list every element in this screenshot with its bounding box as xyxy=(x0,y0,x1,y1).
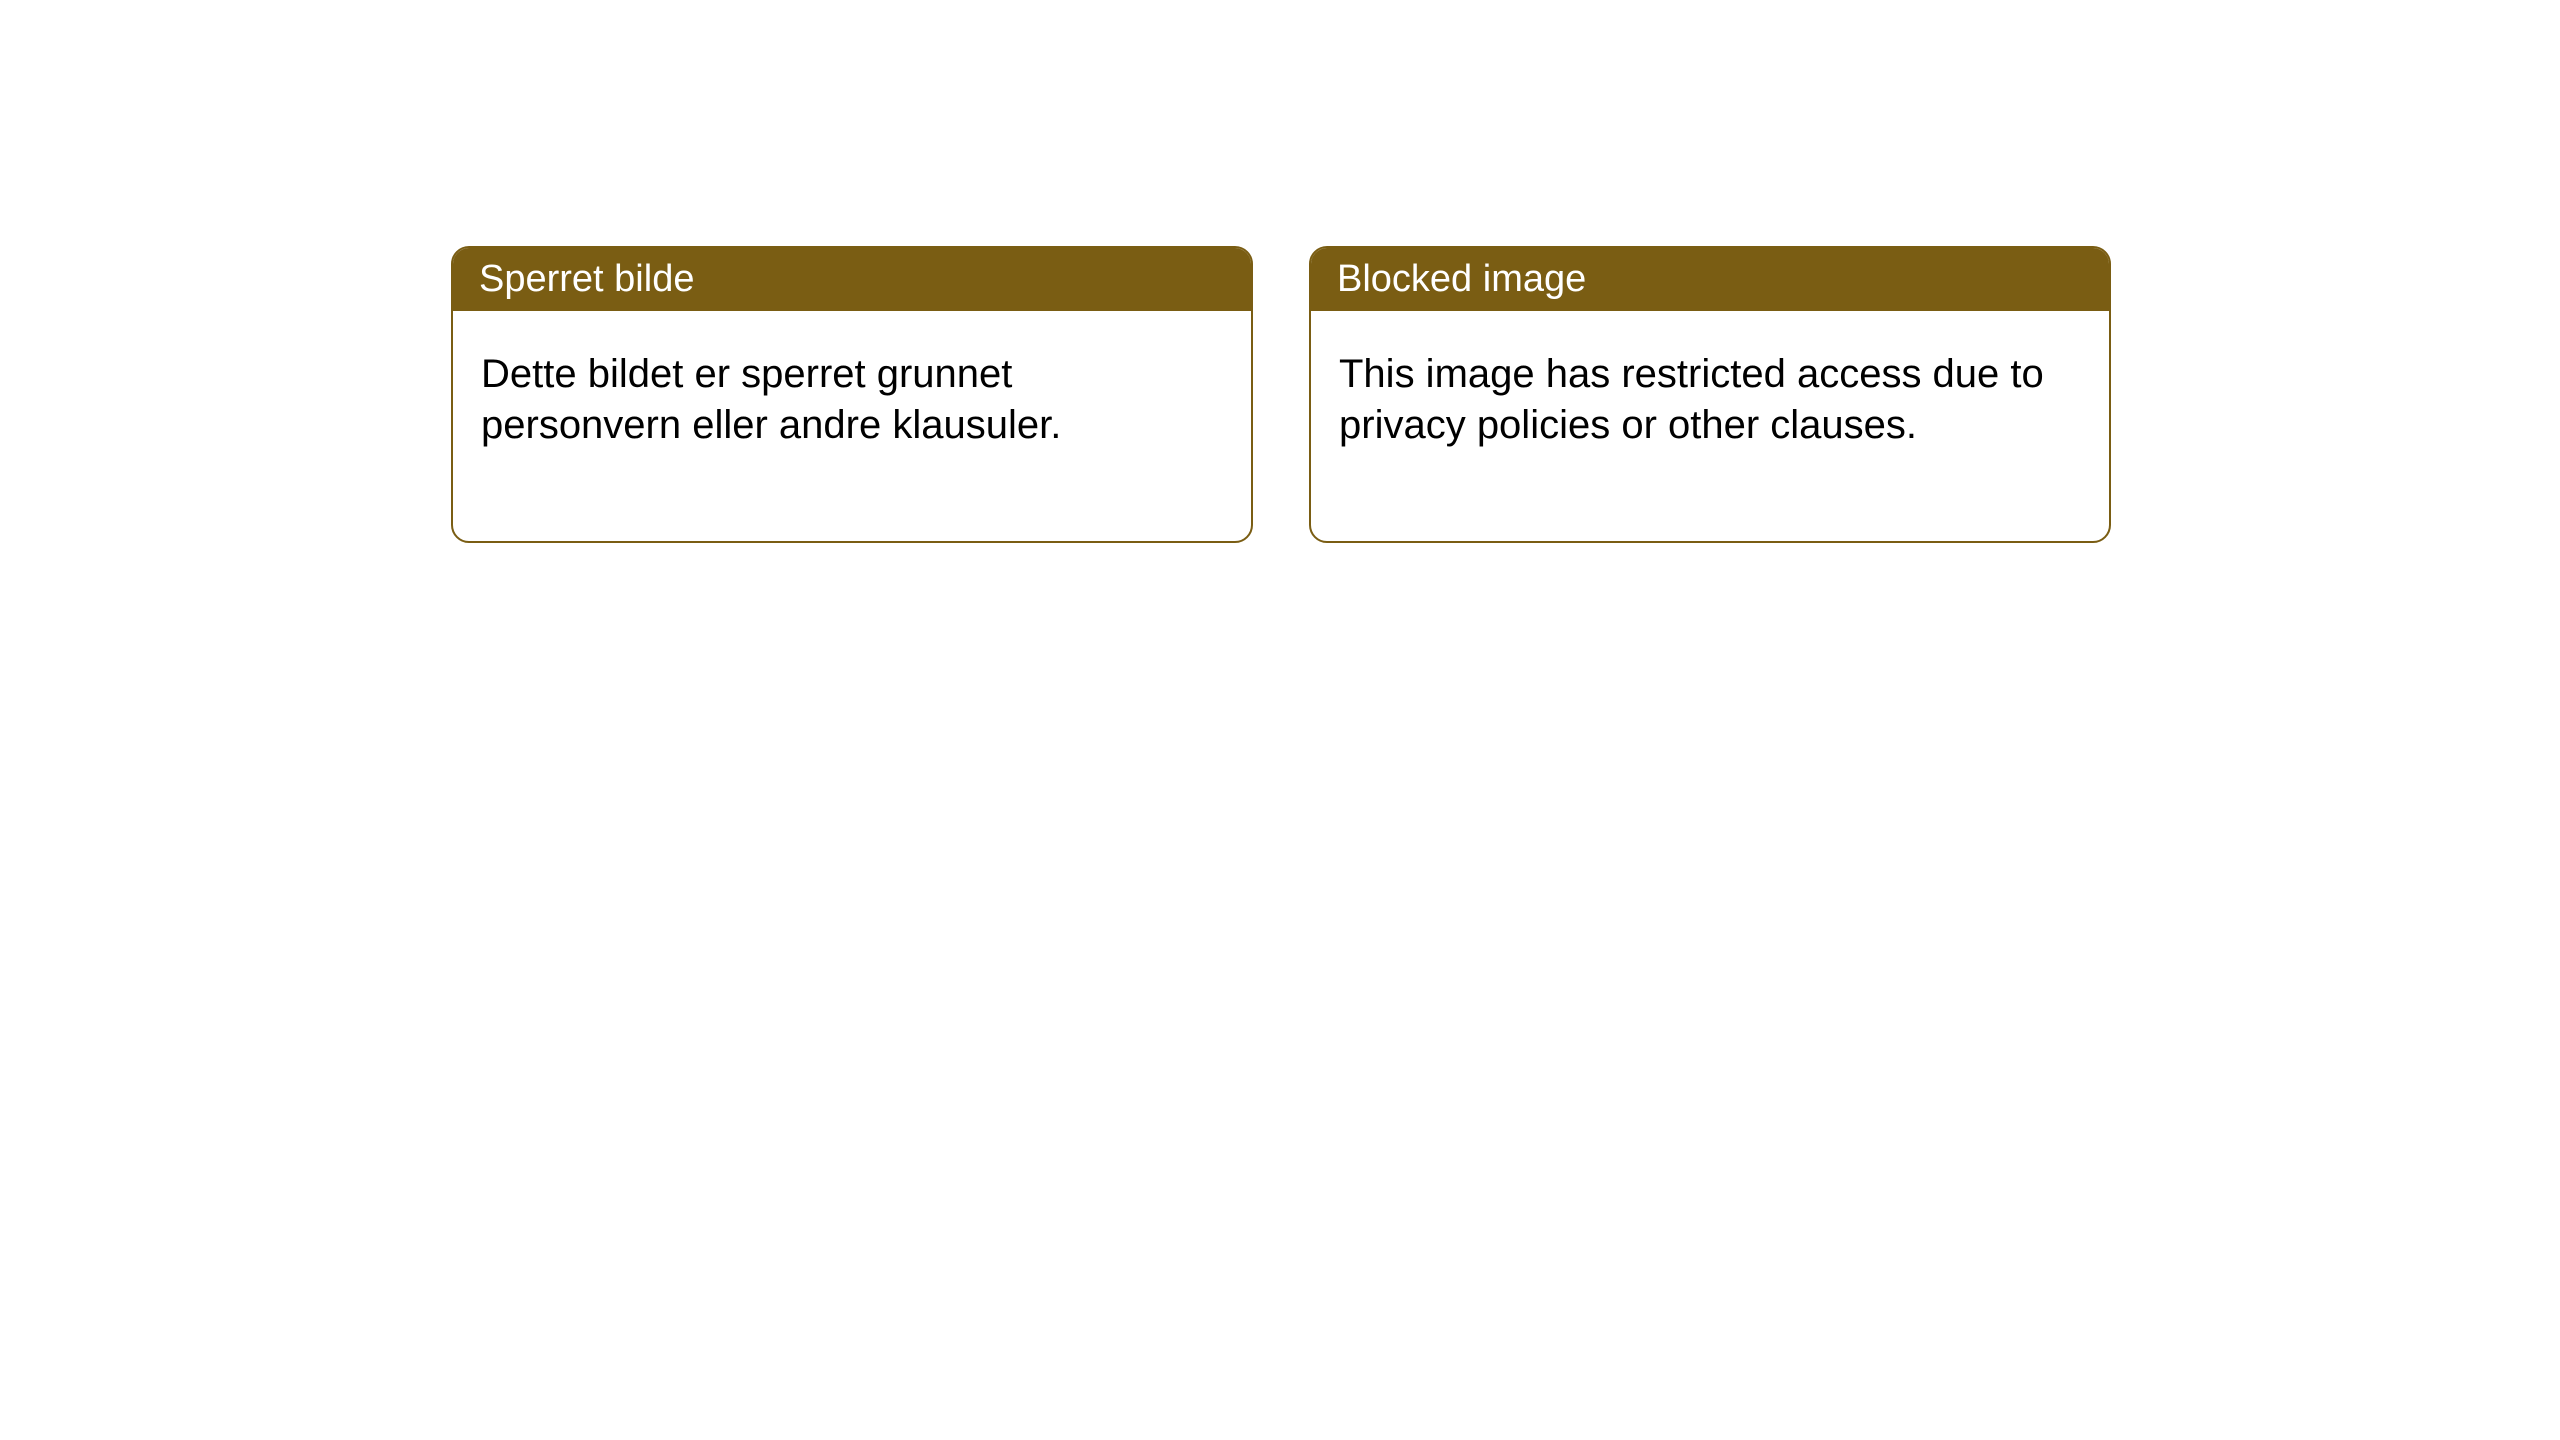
notice-title: Blocked image xyxy=(1337,258,1586,300)
notice-container: Sperret bilde Dette bildet er sperret gr… xyxy=(451,246,2111,543)
notice-card-norwegian: Sperret bilde Dette bildet er sperret gr… xyxy=(451,246,1253,543)
notice-card-english: Blocked image This image has restricted … xyxy=(1309,246,2111,543)
notice-header: Sperret bilde xyxy=(453,248,1251,311)
notice-body: This image has restricted access due to … xyxy=(1311,311,2109,541)
notice-header: Blocked image xyxy=(1311,248,2109,311)
notice-body-text: This image has restricted access due to … xyxy=(1339,352,2044,447)
notice-body: Dette bildet er sperret grunnet personve… xyxy=(453,311,1251,541)
notice-title: Sperret bilde xyxy=(479,258,694,300)
notice-body-text: Dette bildet er sperret grunnet personve… xyxy=(481,352,1061,447)
